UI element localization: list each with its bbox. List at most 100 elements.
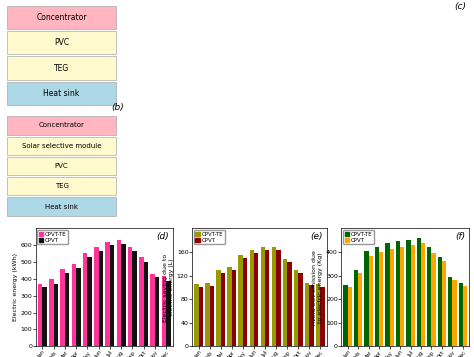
Text: (b): (b)	[111, 103, 124, 112]
Bar	[76, 268, 81, 346]
Bar	[243, 258, 247, 346]
Text: Heat sink: Heat sink	[44, 89, 80, 98]
Bar	[385, 243, 390, 346]
Bar	[320, 287, 325, 346]
Bar	[155, 277, 159, 346]
Legend: CPVT-TE, CPVT: CPVT-TE, CPVT	[343, 230, 374, 244]
Bar	[375, 247, 379, 346]
Bar	[194, 285, 199, 346]
Bar	[310, 285, 314, 346]
Bar	[379, 252, 383, 346]
Bar	[448, 277, 453, 346]
Bar	[261, 247, 265, 346]
Y-axis label: Electric saving due to
electric energy (L): Electric saving due to electric energy (…	[163, 253, 174, 322]
Bar	[369, 256, 373, 346]
Bar	[254, 253, 258, 346]
Text: TEG: TEG	[55, 183, 69, 189]
Bar	[283, 259, 287, 346]
Bar	[249, 250, 254, 346]
Bar	[105, 242, 110, 346]
Bar	[65, 273, 69, 346]
Bar	[265, 250, 270, 346]
Bar	[166, 281, 171, 346]
Bar	[199, 287, 203, 346]
Text: (e): (e)	[310, 232, 323, 241]
Bar	[438, 257, 442, 346]
Bar	[287, 262, 292, 346]
Bar	[400, 247, 404, 346]
Bar	[121, 245, 126, 346]
Bar	[410, 245, 415, 346]
Bar	[343, 285, 347, 346]
Bar	[463, 286, 467, 346]
Bar	[7, 82, 116, 105]
Bar	[417, 238, 421, 346]
Bar	[421, 243, 425, 346]
Bar	[238, 255, 243, 346]
Text: Heat sink: Heat sink	[45, 203, 78, 210]
Bar	[144, 262, 148, 346]
Bar	[49, 279, 54, 346]
Bar	[94, 247, 99, 346]
Text: (f): (f)	[456, 232, 465, 241]
Bar	[87, 257, 92, 346]
Bar	[7, 137, 116, 155]
Bar	[354, 270, 358, 346]
Bar	[459, 283, 463, 346]
Bar	[316, 285, 320, 346]
Bar	[60, 269, 65, 346]
Bar	[7, 116, 116, 135]
Bar	[72, 264, 76, 346]
Bar	[442, 261, 446, 346]
Text: Concentrator: Concentrator	[39, 122, 84, 129]
Bar	[390, 248, 394, 346]
Bar	[139, 257, 144, 346]
Bar	[347, 287, 352, 346]
Legend: CPVT-TE, CPVT: CPVT-TE, CPVT	[194, 230, 225, 244]
Bar	[117, 240, 121, 346]
Bar	[232, 270, 236, 346]
Y-axis label: Electric energy (kWh): Electric energy (kWh)	[12, 253, 18, 321]
Text: (c): (c)	[454, 2, 466, 11]
Bar	[150, 274, 155, 346]
Bar	[132, 251, 137, 346]
Bar	[7, 197, 116, 216]
Bar	[358, 273, 362, 346]
Bar	[298, 273, 303, 346]
Bar	[272, 247, 276, 346]
Text: (a): (a)	[112, 0, 124, 1]
Text: TEG: TEG	[54, 64, 69, 72]
Bar	[427, 247, 431, 346]
Bar	[221, 273, 225, 346]
Bar	[7, 177, 116, 195]
Bar	[128, 247, 132, 346]
Bar	[38, 284, 42, 346]
Bar	[7, 56, 116, 80]
Text: Solar selective module: Solar selective module	[22, 143, 101, 149]
Bar	[110, 245, 114, 346]
Bar	[228, 267, 232, 346]
Bar	[7, 6, 116, 29]
Bar	[7, 157, 116, 175]
Bar	[162, 276, 166, 346]
Text: Concentrator: Concentrator	[36, 13, 87, 22]
Bar	[42, 287, 47, 346]
Text: (d): (d)	[156, 232, 169, 241]
Bar	[406, 240, 410, 346]
Bar	[365, 251, 369, 346]
Bar	[305, 283, 310, 346]
Bar	[294, 270, 298, 346]
Bar	[276, 250, 281, 346]
Bar	[396, 241, 400, 346]
Bar	[216, 270, 221, 346]
Legend: CPVT-TE, CPVT: CPVT-TE, CPVT	[37, 230, 68, 244]
Bar	[431, 253, 436, 346]
Bar	[83, 253, 87, 346]
Bar	[453, 280, 456, 346]
Text: PVC: PVC	[54, 38, 69, 47]
Text: PVC: PVC	[55, 163, 68, 169]
Bar	[205, 283, 210, 346]
Bar	[99, 251, 103, 346]
Bar	[7, 31, 116, 54]
Bar	[210, 286, 214, 346]
